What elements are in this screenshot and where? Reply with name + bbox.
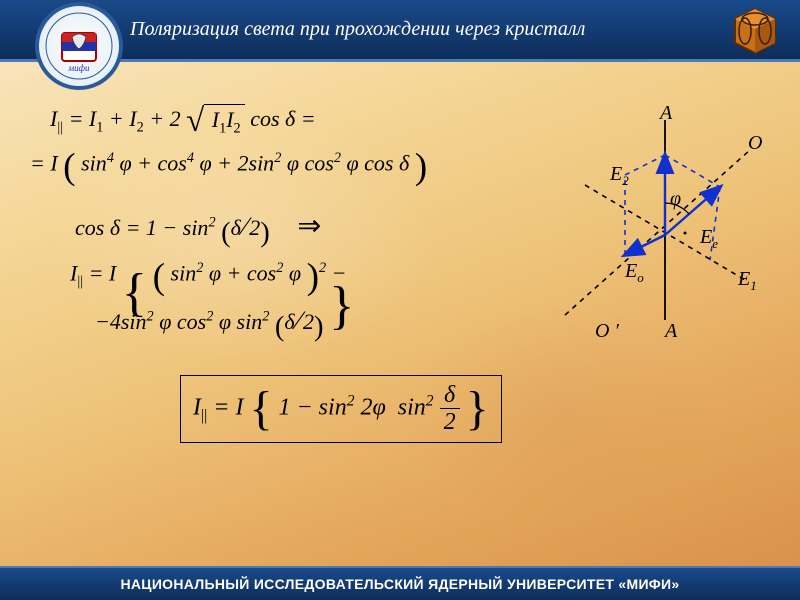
equation-4: I|| = I { ( sin2 φ + cos2 φ )2 − [70, 260, 347, 291]
lbl-O-bot: O ′ [595, 320, 619, 342]
slide: Поляризация света при прохождении через … [0, 0, 800, 600]
university-logo: мифи [35, 2, 123, 90]
svg-text:мифи: мифи [67, 63, 90, 73]
equation-5-box: I|| = I { 1 − sin2 2φ sin2 δ2 } [180, 375, 502, 443]
slide-title: Поляризация света при прохождении через … [130, 18, 585, 41]
equation-1: I|| = I1 + I2 + 2 √ I1I2 cos δ = [50, 100, 316, 138]
lbl-E2: E2 [609, 163, 629, 188]
vector-diagram: A A O O ′ E2 E1 Ee Eo φ [515, 105, 775, 355]
footer-text: НАЦИОНАЛЬНЫЙ ИССЛЕДОВАТЕЛЬСКИЙ ЯДЕРНЫЙ У… [120, 576, 679, 592]
equation-3: cos δ = 1 − sin2 (δ⁄2) ⇒ [75, 208, 321, 243]
cube-logo [730, 6, 780, 56]
lbl-E1: E1 [737, 268, 757, 293]
lbl-phi: φ [670, 188, 681, 210]
lbl-A-top: A [658, 105, 673, 124]
footer-bar: НАЦИОНАЛЬНЫЙ ИССЛЕДОВАТЕЛЬСКИЙ ЯДЕРНЫЙ У… [0, 566, 800, 600]
equation-2: = I ( sin4 φ + cos4 φ + 2sin2 φ cos2 φ c… [30, 150, 427, 176]
lbl-O-top: O [748, 132, 762, 154]
lbl-A-bot: A [663, 320, 678, 342]
lbl-Eo: Eo [624, 260, 644, 285]
content-area: I|| = I1 + I2 + 2 √ I1I2 cos δ = = I ( s… [0, 70, 800, 566]
logo-svg: мифи [44, 11, 114, 81]
equation-4b: −4sin2 φ cos2 φ sin2 (δ⁄2) } [95, 305, 354, 336]
lbl-Ee: Ee [699, 226, 718, 251]
